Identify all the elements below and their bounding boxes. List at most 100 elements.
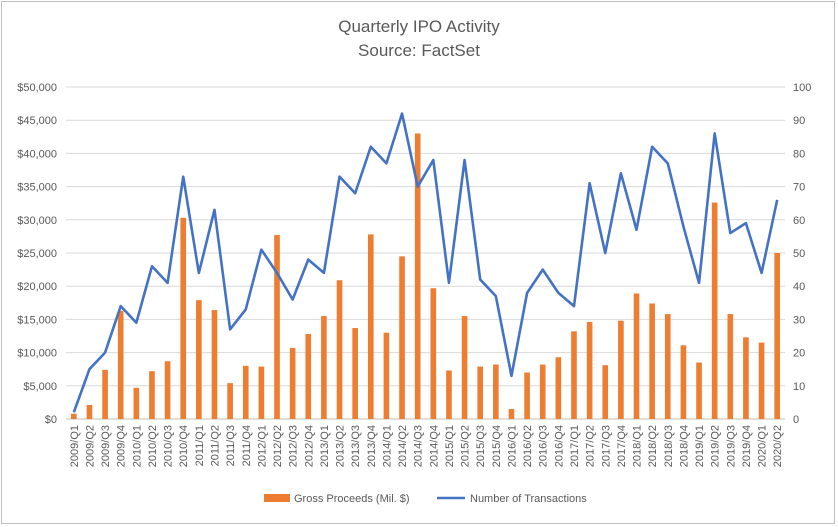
bar (633, 293, 640, 419)
x-tick-label: 2014/Q4 (428, 425, 440, 467)
y-right-tick-label: 100 (793, 82, 811, 94)
bar (227, 383, 233, 419)
bar (133, 387, 140, 419)
y-right-tick-label: 20 (793, 348, 805, 360)
x-tick-label: 2012/Q2 (272, 425, 284, 467)
bar (164, 361, 171, 419)
x-tick-label: 2010/Q3 (163, 425, 175, 467)
bar (743, 337, 749, 419)
y-right-tick-label: 30 (793, 314, 805, 326)
x-tick-label: 2016/Q3 (538, 425, 550, 467)
bar (336, 280, 343, 419)
bar (774, 253, 780, 419)
bar (602, 365, 609, 419)
bar (321, 316, 327, 419)
x-tick-label: 2015/Q2 (460, 425, 472, 467)
x-tick-label: 2020/Q1 (757, 425, 769, 467)
y-left-tick-label: $25,000 (17, 248, 57, 260)
bar (680, 345, 687, 419)
legend-label-bars: Gross Proceeds (Mil. $) (294, 493, 410, 505)
y-left-tick-label: $30,000 (17, 215, 57, 227)
bar (149, 371, 155, 419)
bar (618, 320, 624, 419)
series-line (72, 112, 779, 413)
x-tick-label: 2015/Q1 (444, 425, 456, 467)
bar (117, 310, 124, 419)
x-tick-label: 2017/Q2 (585, 425, 597, 467)
bar (274, 235, 280, 419)
y-left-tick-label: $40,000 (17, 148, 57, 160)
x-tick-label: 2015/Q3 (475, 425, 487, 467)
y-right-tick-label: 90 (793, 115, 805, 127)
bar (414, 133, 421, 420)
bar (555, 357, 562, 419)
bar (571, 331, 577, 419)
x-tick-label: 2017/Q4 (616, 425, 628, 467)
bar (539, 364, 546, 419)
bar (196, 300, 202, 419)
bar (477, 366, 484, 419)
x-tick-label: 2013/Q4 (366, 425, 378, 467)
x-tick-label: 2009/Q3 (100, 425, 112, 467)
x-tick-label: 2012/Q4 (303, 425, 315, 467)
bar (649, 303, 655, 419)
bar (180, 217, 187, 419)
x-tick-label: 2014/Q2 (397, 425, 409, 467)
x-tick-label: 2010/Q2 (147, 425, 159, 467)
x-tick-label: 2018/Q1 (632, 425, 644, 467)
y-left-tick-label: $45,000 (17, 115, 57, 127)
bar (242, 365, 249, 419)
chart-title: Quarterly IPO Activity (338, 17, 500, 36)
x-tick-label: 2018/Q3 (663, 425, 675, 467)
x-tick-label: 2011/Q1 (194, 425, 206, 466)
y-left-tick-label: $35,000 (17, 182, 57, 194)
y-right-tick-label: 0 (793, 414, 799, 426)
legend-label-line: Number of Transactions (470, 493, 587, 505)
y-right-tick-label: 10 (793, 381, 805, 393)
bar (71, 413, 77, 419)
x-tick-label: 2010/Q1 (131, 425, 143, 467)
bar (102, 369, 108, 419)
x-tick-label: 2019/Q3 (725, 425, 737, 467)
y-left-tick-label: $5,000 (23, 381, 57, 393)
bar (211, 310, 218, 419)
x-tick-label: 2016/Q2 (522, 425, 534, 467)
x-tick-label: 2009/Q1 (69, 425, 81, 467)
x-tick-label: 2009/Q2 (84, 425, 96, 467)
x-tick-label: 2013/Q3 (350, 425, 362, 467)
x-tick-label: 2016/Q1 (506, 425, 518, 467)
x-tick-label: 2019/Q1 (694, 425, 706, 467)
x-tick-label: 2009/Q4 (116, 425, 128, 467)
bar (430, 288, 437, 419)
x-tick-label: 2011/Q2 (209, 425, 221, 466)
y-left-tick-label: $10,000 (17, 348, 57, 360)
bar (758, 342, 765, 419)
bar (305, 334, 312, 419)
y-right-tick-label: 60 (793, 215, 805, 227)
chart-subtitle: Source: FactSet (358, 41, 480, 60)
x-tick-label: 2015/Q4 (491, 425, 503, 467)
bar (461, 316, 468, 419)
bar (367, 234, 374, 419)
x-tick-label: 2014/Q1 (381, 425, 393, 467)
bar (586, 322, 593, 419)
bar (446, 370, 452, 419)
x-tick-label: 2017/Q1 (569, 425, 581, 467)
bar (352, 328, 358, 419)
y-left-tick-label: $0 (45, 414, 57, 426)
bar (727, 314, 734, 419)
x-tick-label: 2020/Q2 (772, 425, 784, 467)
y-right-tick-label: 40 (793, 281, 805, 293)
bar (289, 347, 296, 419)
bar (711, 202, 718, 419)
y-right-tick-label: 70 (793, 182, 805, 194)
x-tick-label: 2018/Q4 (678, 425, 690, 467)
x-tick-label: 2011/Q3 (225, 425, 237, 466)
x-tick-label: 2016/Q4 (553, 425, 565, 467)
y-right-tick-label: 80 (793, 148, 805, 160)
x-tick-label: 2012/Q3 (288, 425, 300, 467)
bar (383, 332, 390, 419)
x-tick-label: 2013/Q2 (335, 425, 347, 467)
bar (524, 372, 530, 419)
x-tick-label: 2017/Q3 (600, 425, 612, 467)
